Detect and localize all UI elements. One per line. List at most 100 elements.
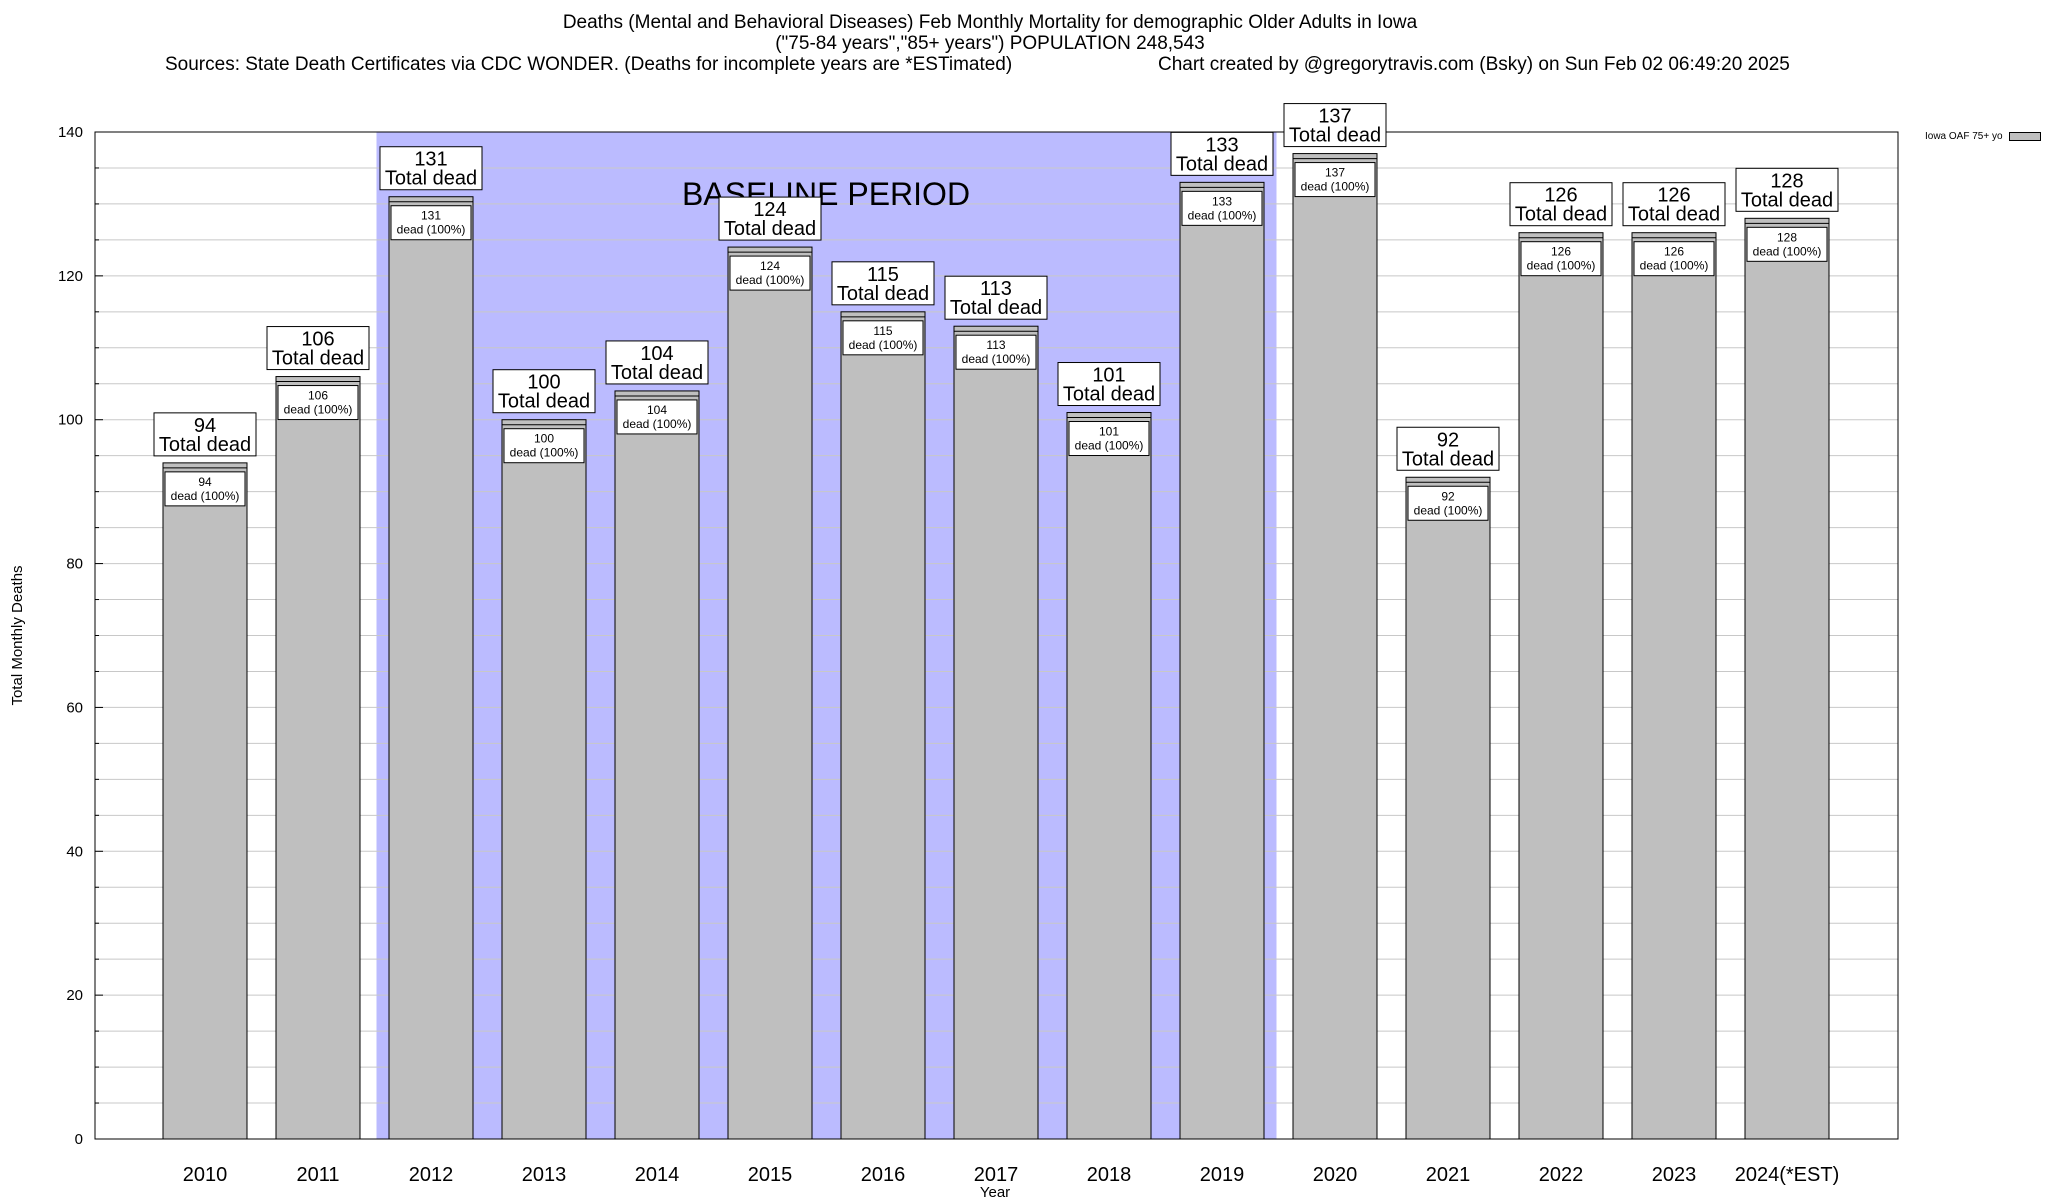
x-tick-label: 2011	[296, 1164, 339, 1186]
top-total-label: Total dead	[272, 348, 364, 370]
top-label-box	[1396, 426, 1500, 471]
y-tick-label: 20	[66, 987, 83, 1004]
inner-value-label: 113	[986, 338, 1005, 352]
legend: Iowa OAF 75+ yo	[1925, 131, 2041, 142]
inner-value-label: 126	[1551, 245, 1571, 259]
inner-label-box	[164, 471, 246, 507]
inner-value-label: 100	[534, 432, 554, 446]
legend-label: Iowa OAF 75+ yo	[1925, 131, 2003, 142]
inner-label-box	[842, 320, 924, 356]
legend-swatch	[2008, 132, 2041, 141]
x-axis-label: Year	[980, 1184, 1010, 1200]
top-label-box	[1170, 131, 1274, 176]
bar	[1631, 232, 1717, 1140]
inner-label-box	[1407, 485, 1489, 521]
inner-label-box	[277, 385, 359, 421]
inner-value-label: 133	[1212, 194, 1232, 208]
y-tick-label: 80	[66, 556, 83, 573]
chart-subtitle: ("75-84 years","85+ years") POPULATION 2…	[775, 33, 1205, 54]
inner-label-box	[1068, 421, 1150, 457]
top-value-label: 131	[414, 149, 447, 171]
inner-percent-label: dead (100%)	[623, 417, 692, 431]
bar	[614, 390, 700, 1140]
top-value-label: 101	[1092, 365, 1125, 387]
top-label-box	[1622, 182, 1726, 227]
y-axis-label: Total Monthly Deaths	[9, 565, 26, 705]
inner-percent-label: dead (100%)	[171, 489, 240, 503]
top-label-box	[379, 146, 483, 191]
x-tick-label: 2012	[409, 1164, 454, 1186]
bar	[1179, 181, 1265, 1140]
top-label-box	[831, 261, 935, 306]
inner-value-label: 104	[647, 403, 667, 417]
inner-label-box	[390, 205, 472, 241]
chart-title: Deaths (Mental and Behavioral Diseases) …	[562, 12, 1418, 33]
top-label-box	[266, 326, 370, 371]
bar	[1744, 217, 1830, 1140]
y-tick-label: 0	[75, 1131, 83, 1148]
top-total-label: Total dead	[1741, 189, 1833, 211]
x-tick-label: 2017	[974, 1164, 1019, 1186]
x-tick-label: 2010	[183, 1164, 228, 1186]
top-value-label: 126	[1544, 185, 1577, 207]
bar	[1292, 153, 1378, 1140]
bar	[501, 419, 587, 1140]
top-label-box	[1283, 103, 1387, 148]
y-tick-label: 60	[66, 699, 83, 716]
inner-percent-label: dead (100%)	[1753, 244, 1822, 258]
inner-value-label: 137	[1325, 166, 1345, 180]
inner-value-label: 128	[1777, 230, 1797, 244]
top-value-label: 115	[867, 264, 899, 286]
chart-sources: Sources: State Death Certificates via CD…	[165, 54, 1013, 75]
inner-percent-label: dead (100%)	[284, 403, 353, 417]
top-total-label: Total dead	[1289, 125, 1381, 147]
bar	[840, 311, 926, 1140]
inner-percent-label: dead (100%)	[1414, 503, 1483, 517]
inner-label-box	[503, 428, 585, 464]
top-label-box	[1735, 167, 1839, 212]
inner-percent-label: dead (100%)	[510, 446, 579, 460]
inner-label-box	[1181, 190, 1263, 226]
top-label-box	[605, 340, 709, 385]
inner-value-label: 94	[198, 475, 212, 489]
x-tick-label: 2013	[522, 1164, 567, 1186]
bar	[727, 246, 813, 1140]
inner-label-box	[1746, 226, 1828, 262]
bar	[162, 462, 248, 1140]
inner-label-box	[616, 399, 698, 435]
inner-label-box	[729, 255, 811, 291]
inner-percent-label: dead (100%)	[397, 223, 466, 237]
top-value-label: 113	[980, 278, 1012, 300]
top-total-label: Total dead	[950, 297, 1042, 319]
inner-value-label: 115	[873, 324, 892, 338]
top-total-label: Total dead	[159, 434, 251, 456]
x-tick-label: 2016	[861, 1164, 906, 1186]
y-tick-label: 40	[66, 843, 83, 860]
top-total-label: Total dead	[837, 283, 929, 305]
top-value-label: 100	[527, 372, 560, 394]
inner-percent-label: dead (100%)	[849, 338, 918, 352]
top-value-label: 106	[301, 329, 334, 351]
bar	[1405, 476, 1491, 1140]
inner-percent-label: dead (100%)	[1640, 259, 1709, 273]
top-value-label: 137	[1318, 106, 1351, 128]
inner-percent-label: dead (100%)	[736, 273, 805, 287]
x-tick-label: 2019	[1200, 1164, 1245, 1186]
chart-credit: Chart created by @gregorytravis.com (Bsk…	[1158, 54, 1790, 75]
top-label-box	[718, 196, 822, 241]
top-total-label: Total dead	[724, 218, 816, 240]
inner-value-label: 124	[760, 259, 780, 273]
inner-value-label: 131	[421, 209, 441, 223]
top-value-label: 133	[1205, 134, 1238, 156]
top-total-label: Total dead	[1515, 204, 1607, 226]
inner-percent-label: dead (100%)	[1188, 208, 1257, 222]
top-value-label: 126	[1657, 185, 1690, 207]
y-tick-label: 140	[58, 124, 83, 141]
inner-percent-label: dead (100%)	[1301, 180, 1370, 194]
inner-label-box	[1520, 241, 1602, 277]
x-tick-label: 2020	[1313, 1164, 1358, 1186]
top-label-box	[153, 412, 257, 457]
top-total-label: Total dead	[1402, 448, 1494, 470]
top-total-label: Total dead	[385, 168, 477, 190]
